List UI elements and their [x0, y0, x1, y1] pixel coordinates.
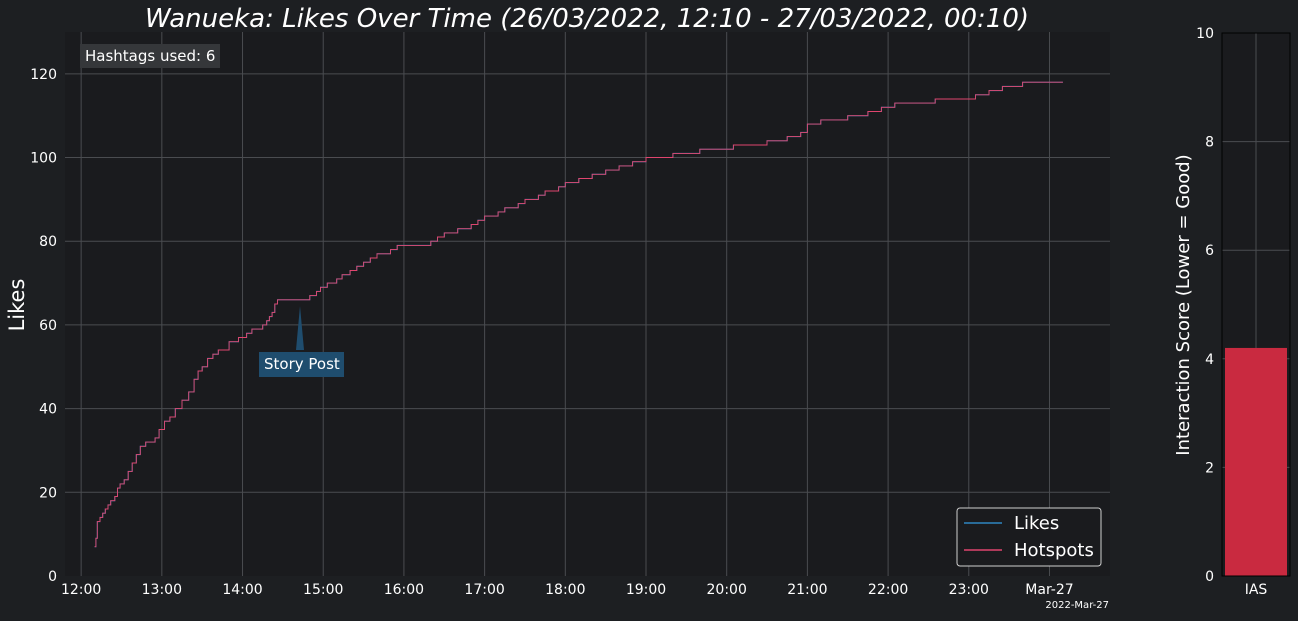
ias-y-tick-label: 10 — [1196, 26, 1214, 42]
y-tick-label: 120 — [30, 67, 57, 83]
x-tick-label: 20:00 — [707, 582, 747, 598]
x-tick-label: Mar-27 — [1025, 582, 1073, 598]
y-tick-label: 100 — [30, 151, 57, 167]
y-tick-label: 40 — [39, 402, 57, 418]
legend-hotspots-label: Hotspots — [1014, 540, 1094, 561]
ias-x-ticks: IAS — [1245, 582, 1268, 598]
x-tick-label: 17:00 — [464, 582, 504, 598]
legend: Likes Hotspots — [956, 507, 1102, 567]
y-axis-label: Likes — [5, 279, 29, 332]
annotation-box — [259, 352, 344, 377]
ias-frame — [1221, 32, 1291, 577]
series-line-hotspots — [94, 81, 1063, 548]
ias-y-tick-label: 8 — [1205, 135, 1214, 151]
main-grid — [65, 32, 1110, 576]
x-tick-label: 12:00 — [61, 582, 101, 598]
y-tick-label: 60 — [39, 318, 57, 334]
hashtags-label: Hashtags used: 6 — [85, 47, 215, 65]
main-y-ticks: 0 20 40 60 80 100 120 — [30, 67, 57, 585]
x-tick-label: 23:00 — [949, 582, 989, 598]
x-tick-label: 14:00 — [222, 582, 262, 598]
series-layer — [94, 81, 1063, 548]
ias-bars — [1225, 347, 1287, 576]
x-tick-label: 16:00 — [384, 582, 424, 598]
x-tick-label: 13:00 — [142, 582, 182, 598]
y-tick-label: 80 — [39, 234, 57, 250]
annotation-text: Story Post — [264, 355, 340, 373]
ias-y-ticks: 0 2 4 6 8 10 — [1196, 26, 1214, 585]
hashtags-badge — [80, 44, 220, 68]
y-tick-label: 20 — [39, 485, 57, 501]
main-plot-area — [65, 32, 1110, 576]
chart-title: Wanueka: Likes Over Time (26/03/2022, 12… — [145, 4, 1029, 34]
x-tick-label: 22:00 — [868, 582, 908, 598]
x-offset-label: 2022-Mar-27 — [1045, 600, 1109, 611]
y-tick-label: 0 — [48, 569, 57, 585]
story-post-annotation: Story Post — [259, 306, 344, 377]
main-x-ticks: 12:00 13:00 14:00 15:00 16:00 17:00 18:00 19:00… — [61, 582, 1074, 598]
ias-y-tick-label: 0 — [1205, 569, 1214, 585]
x-tick-label: 21:00 — [787, 582, 827, 598]
legend-likes-label: Likes — [1014, 513, 1059, 534]
ias-y-tick-label: 6 — [1205, 243, 1214, 259]
ias-x-tick-label: IAS — [1245, 582, 1268, 598]
ias-y-axis-label: Interaction Score (Lower = Good) — [1173, 154, 1194, 455]
annotation-arrow — [296, 306, 304, 350]
x-tick-label: 19:00 — [626, 582, 666, 598]
x-tick-label: 15:00 — [303, 582, 343, 598]
ias-y-tick-label: 2 — [1205, 460, 1214, 476]
x-tick-label: 18:00 — [545, 582, 585, 598]
ias-bar — [1225, 347, 1287, 576]
ias-y-tick-label: 4 — [1205, 352, 1214, 368]
